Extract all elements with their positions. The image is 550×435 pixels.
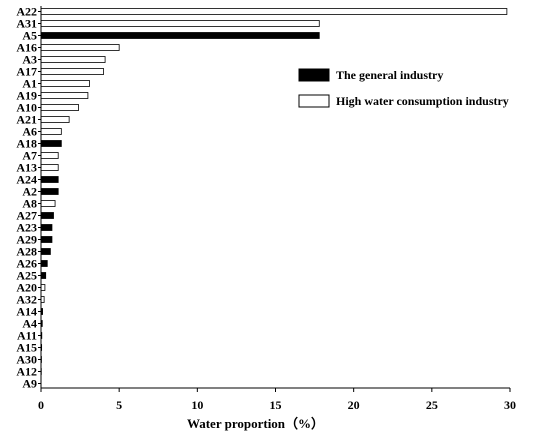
- x-tick-label-15: 15: [270, 398, 282, 412]
- bar-a31: [40, 20, 320, 27]
- bar-a7: [40, 152, 59, 159]
- y-tick-label-a5: A5: [22, 29, 37, 43]
- bar-a24: [40, 176, 59, 183]
- bar-a16: [40, 44, 120, 51]
- y-tick-label-a30: A30: [16, 353, 37, 367]
- y-tick-label-a24: A24: [16, 173, 37, 187]
- x-tick-label-0: 0: [38, 398, 44, 412]
- x-axis: 0 5 10 15 20 25 30: [38, 387, 516, 412]
- y-tick-label-a19: A19: [16, 89, 37, 103]
- y-tick-label-a2: A2: [22, 185, 37, 199]
- bar-a21: [40, 116, 70, 123]
- y-tick-label-a11: A11: [17, 329, 37, 343]
- y-tick-label-a29: A29: [16, 233, 37, 247]
- y-tick-label-a13: A13: [16, 161, 37, 175]
- bar-a28: [40, 248, 51, 255]
- bar-a3: [40, 56, 106, 63]
- x-tick-label-5: 5: [116, 398, 122, 412]
- y-tick-label-a6: A6: [22, 125, 37, 139]
- bar-a27: [40, 212, 54, 219]
- x-tick-label-30: 30: [504, 398, 516, 412]
- y-tick-label-a25: A25: [16, 269, 37, 283]
- y-tick-label-a23: A23: [16, 221, 37, 235]
- y-tick-label-a15: A15: [16, 341, 37, 355]
- y-tick-label-a16: A16: [16, 41, 37, 55]
- y-tick-label-a22: A22: [16, 5, 37, 19]
- bar-a5: [40, 32, 320, 39]
- bar-a20: [40, 284, 46, 291]
- bar-a22: [40, 8, 508, 15]
- x-tick-label-20: 20: [348, 398, 360, 412]
- y-tick-label-a7: A7: [22, 149, 37, 163]
- x-axis-title: Water proportion（%）: [187, 416, 324, 431]
- y-tick-label-a9: A9: [22, 377, 37, 391]
- y-tick-label-a1: A1: [22, 77, 37, 91]
- y-tick-label-a3: A3: [22, 53, 37, 67]
- y-tick-label-a14: A14: [16, 305, 37, 319]
- bar-a18: [40, 140, 62, 147]
- legend: The general industry High water consumpt…: [298, 68, 509, 108]
- y-tick-label-a26: A26: [16, 257, 37, 271]
- y-tick-label-a32: A32: [16, 293, 37, 307]
- y-tick-label-a17: A17: [16, 65, 37, 79]
- y-tick-label-a28: A28: [16, 245, 37, 259]
- y-tick-label-a4: A4: [22, 317, 37, 331]
- y-tick-label-a8: A8: [22, 197, 37, 211]
- bar-a2: [40, 188, 59, 195]
- x-tick-label-10: 10: [191, 398, 203, 412]
- bars-group: [40, 8, 508, 375]
- bar-a10: [40, 104, 79, 111]
- legend-label-general: The general industry: [336, 68, 443, 82]
- bar-a29: [40, 236, 53, 243]
- y-tick-label-a21: A21: [16, 113, 37, 127]
- y-tick-label-a18: A18: [16, 137, 37, 151]
- y-tick-label-a12: A12: [16, 365, 37, 379]
- y-tick-labels: A22A31A5A16A3A17A1A19A10A21A6A18A7A13A24…: [16, 5, 41, 391]
- bar-a17: [40, 68, 104, 75]
- y-tick-label-a20: A20: [16, 281, 37, 295]
- bar-a8: [40, 200, 56, 207]
- y-tick-label-a27: A27: [16, 209, 37, 223]
- legend-label-high: High water consumption industry: [336, 94, 509, 108]
- x-tick-label-25: 25: [426, 398, 438, 412]
- bar-a25: [40, 272, 47, 279]
- bar-a6: [40, 128, 62, 135]
- bar-a26: [40, 260, 48, 267]
- bar-a23: [40, 224, 53, 231]
- legend-swatch-general: [298, 68, 330, 82]
- bar-a1: [40, 80, 90, 87]
- y-tick-label-a31: A31: [16, 17, 37, 31]
- legend-swatch-high: [298, 94, 330, 108]
- y-tick-label-a10: A10: [16, 101, 37, 115]
- bar-a19: [40, 92, 89, 99]
- bar-a13: [40, 164, 59, 171]
